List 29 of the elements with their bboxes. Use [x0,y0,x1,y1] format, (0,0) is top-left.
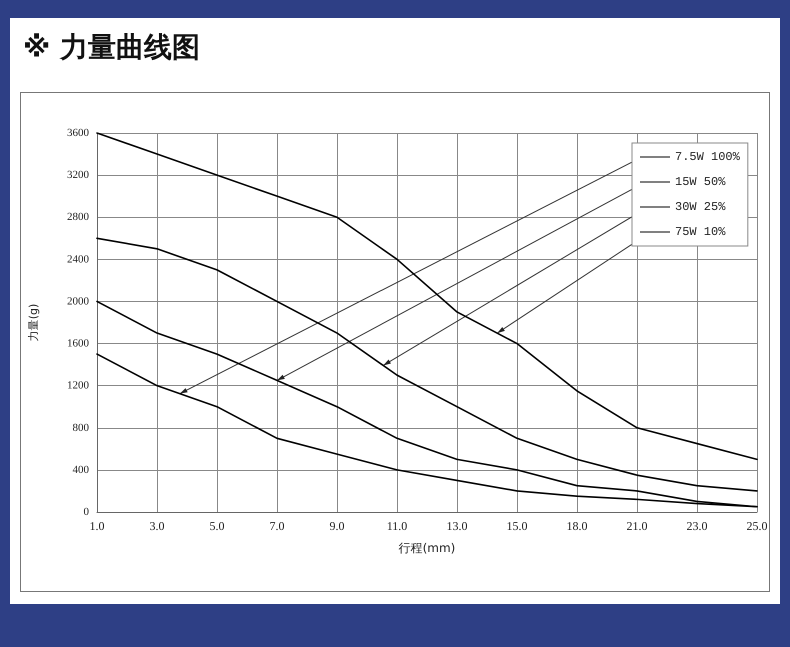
y-tick-label: 1200 [67,380,90,392]
x-tick-label: 1.0 [90,519,104,533]
x-tick-label: 13.0 [446,519,468,533]
x-tick-label: 3.0 [150,519,164,533]
y-tick-label: 3200 [67,169,90,182]
legend-label: 30W 25% [675,200,726,214]
x-tick-label: 11.0 [386,519,408,533]
x-tick-label: 9.0 [330,519,344,533]
x-tick-label: 7.0 [270,519,284,533]
x-tick-label: 18.0 [566,519,588,533]
legend-label: 15W 50% [675,175,726,189]
y-axis-title: 力量(g) [27,304,40,342]
y-tick-label: 0 [84,506,90,518]
y-tick-label: 2400 [67,253,90,266]
y-tick-label: 3600 [67,127,90,139]
y-tick-label: 2000 [67,295,90,308]
y-tick-label: 400 [72,464,90,476]
x-axis-title: 行程(mm) [398,541,456,555]
x-tick-label: 21.0 [626,519,648,533]
y-tick-label: 1600 [67,338,90,350]
chart-title: ※ 力量曲线图 [23,30,200,64]
x-tick-label: 23.0 [686,519,708,533]
x-tick-label: 5.0 [210,519,224,533]
legend-label: 75W 10% [675,225,726,239]
y-tick-label: 2800 [67,211,90,224]
x-tick-label: 15.0 [506,519,528,533]
y-tick-label: 800 [72,422,90,434]
legend-label: 7.5W 100% [675,150,741,164]
x-tick-label: 25.0 [746,519,768,533]
